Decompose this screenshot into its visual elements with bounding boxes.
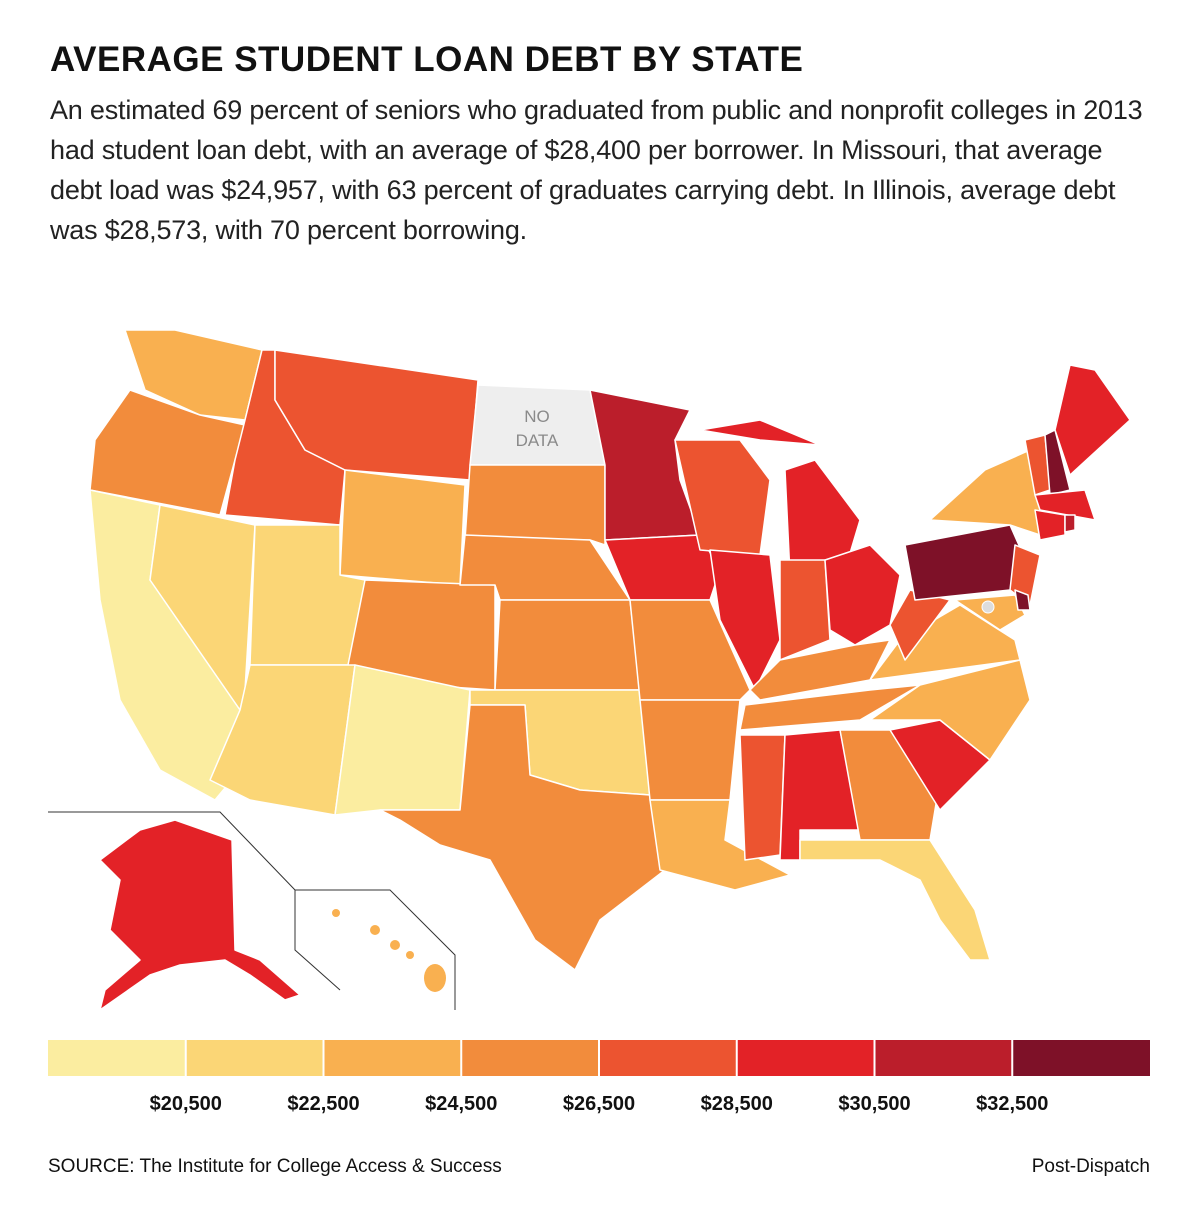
credit: Post-Dispatch: [1031, 1156, 1150, 1177]
title: AVERAGE STUDENT LOAN DEBT BY STATE: [50, 40, 804, 79]
legend-tick-label: $30,500: [838, 1093, 910, 1115]
legend-tick-label: $20,500: [150, 1093, 222, 1115]
source: SOURCE: The Institute for College Access…: [48, 1156, 502, 1177]
states: [48, 329, 1131, 1011]
legend-tick-label: $22,500: [287, 1093, 359, 1115]
legend-swatch: [185, 1040, 324, 1076]
legend-tick-label: $24,500: [425, 1093, 497, 1115]
legend-swatch: [599, 1040, 737, 1076]
legend: $20,500 $22,500 $24,500 $26,500 $28,500 $30,5…: [48, 1040, 1150, 1115]
legend-swatch: [736, 1040, 875, 1076]
legend-swatch: [323, 1040, 462, 1076]
legend-swatch: [48, 1040, 186, 1076]
legend-swatch: [461, 1040, 599, 1076]
legend-swatch: [1012, 1040, 1150, 1076]
legend-tick-label: $26,500: [563, 1093, 635, 1115]
legend-tick-label: $28,500: [701, 1093, 773, 1115]
legend-swatch: [874, 1040, 1013, 1076]
legend-tick-label: $32,500: [976, 1093, 1048, 1115]
no-data-label: NO DATA: [515, 407, 559, 450]
description: An estimated 69 percent of seniors who g…: [50, 95, 1143, 245]
